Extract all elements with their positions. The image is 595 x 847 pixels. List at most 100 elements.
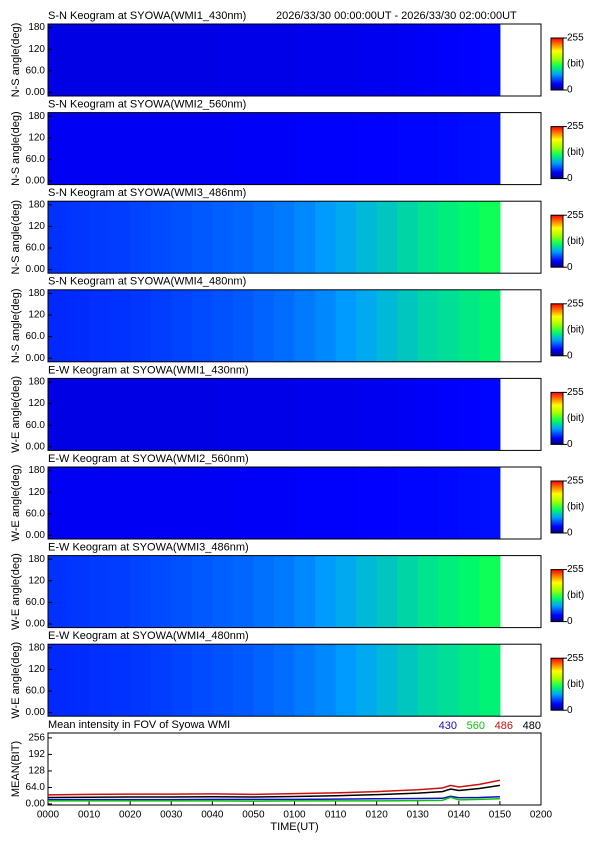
y-tick-label: 60.0 bbox=[26, 154, 46, 165]
heat-cell bbox=[315, 555, 337, 628]
heat-cell bbox=[171, 555, 193, 628]
heat-cell bbox=[130, 467, 152, 539]
panel-title: S-N Keogram at SYOWA(WMI3_486nm) bbox=[48, 187, 246, 199]
heat-cell bbox=[109, 112, 131, 185]
heat-cell bbox=[68, 644, 90, 717]
heat-cell bbox=[253, 378, 275, 451]
heat-cell bbox=[171, 378, 193, 451]
colorbar-label: (bit) bbox=[567, 59, 584, 70]
heat-cell bbox=[479, 24, 501, 96]
heat-cell bbox=[417, 112, 439, 185]
heat-cell bbox=[273, 555, 295, 628]
heat-cell bbox=[130, 201, 152, 274]
heat-cell bbox=[294, 289, 316, 362]
legend-entry: 560 bbox=[467, 720, 485, 732]
y-tick-label: 0.00 bbox=[26, 799, 46, 810]
heat-cell bbox=[232, 201, 254, 274]
heat-cell bbox=[171, 289, 193, 362]
colorbar bbox=[550, 37, 564, 91]
heat-cell bbox=[458, 555, 480, 628]
y-tick-label: 60.0 bbox=[26, 686, 46, 697]
y-tick-label: 180 bbox=[28, 199, 45, 210]
heat-cell bbox=[253, 555, 275, 628]
y-tick-label: 180 bbox=[28, 465, 45, 476]
heat-cell bbox=[376, 467, 398, 539]
heat-cell bbox=[171, 644, 193, 717]
heat-cell bbox=[356, 378, 378, 451]
heat-cell bbox=[48, 201, 70, 274]
y-tick-label: 180 bbox=[28, 288, 45, 299]
heat-cell bbox=[150, 644, 172, 717]
heat-cell bbox=[48, 378, 70, 451]
x-axis-label: TIME(UT) bbox=[270, 821, 318, 833]
heat-cell bbox=[294, 555, 316, 628]
heat-cell bbox=[191, 289, 213, 362]
heat-cell bbox=[294, 24, 316, 96]
heat-cell bbox=[335, 644, 357, 717]
heat-cell bbox=[356, 112, 378, 185]
heat-cell bbox=[130, 378, 152, 451]
heat-cell bbox=[89, 467, 111, 539]
series-line bbox=[48, 795, 500, 801]
plot-frame bbox=[47, 466, 542, 540]
x-tick-label: 0010 bbox=[78, 810, 101, 821]
heat-cell bbox=[89, 644, 111, 717]
y-tick-label: 128 bbox=[28, 766, 45, 777]
colorbar-tick-label: 0 bbox=[567, 173, 573, 184]
panel-title: S-N Keogram at SYOWA(WMI2_560nm) bbox=[48, 99, 246, 111]
heat-cell bbox=[89, 201, 111, 274]
heat-cell bbox=[212, 24, 234, 96]
heat-cell bbox=[212, 467, 234, 539]
heat-cell bbox=[376, 644, 398, 717]
y-axis-label: W-E angle(deg) bbox=[10, 376, 22, 453]
panel-title: E-W Keogram at SYOWA(WMI1_430nm) bbox=[48, 364, 249, 376]
heat-cell bbox=[130, 644, 152, 717]
heat-cell bbox=[438, 378, 460, 451]
colorbar-tick-label: 0 bbox=[567, 705, 573, 716]
colorbar-tick-label: 0 bbox=[567, 350, 573, 361]
heat-cell bbox=[68, 378, 90, 451]
heat-cell bbox=[191, 467, 213, 539]
x-tick-label: 0140 bbox=[448, 810, 471, 821]
colorbar-label: (bit) bbox=[567, 679, 584, 690]
heat-cell bbox=[335, 378, 357, 451]
panel-title: E-W Keogram at SYOWA(WMI4_480nm) bbox=[48, 630, 249, 642]
heat-cell bbox=[89, 289, 111, 362]
x-tick-label: 0100 bbox=[283, 810, 306, 821]
heat-cell bbox=[253, 112, 275, 185]
y-axis-label: N-S angle(deg) bbox=[10, 200, 22, 275]
heat-cell bbox=[171, 201, 193, 274]
x-tick-label: 0130 bbox=[407, 810, 430, 821]
heat-cell bbox=[273, 467, 295, 539]
heat-cell bbox=[232, 555, 254, 628]
y-axis-label: W-E angle(deg) bbox=[10, 553, 22, 630]
heat-cell bbox=[273, 24, 295, 96]
heat-cell bbox=[150, 467, 172, 539]
y-tick-label: 60.0 bbox=[26, 331, 46, 342]
heat-cell bbox=[479, 289, 501, 362]
heat-cell bbox=[315, 112, 337, 185]
y-tick-label: 0.00 bbox=[26, 707, 46, 718]
colorbar bbox=[550, 569, 564, 623]
y-tick-label: 64.0 bbox=[26, 782, 46, 793]
heat-cell bbox=[397, 112, 419, 185]
heat-cell bbox=[109, 378, 131, 451]
y-tick-label: 180 bbox=[28, 554, 45, 565]
heat-cell bbox=[191, 24, 213, 96]
heat-cell bbox=[232, 378, 254, 451]
heat-cell bbox=[232, 467, 254, 539]
heat-cell bbox=[438, 201, 460, 274]
heat-cell bbox=[212, 644, 234, 717]
y-tick-label: 120 bbox=[28, 664, 45, 675]
plot-frame bbox=[47, 643, 542, 717]
x-tick-label: 0050 bbox=[242, 810, 265, 821]
colorbar bbox=[550, 214, 564, 268]
colorbar bbox=[550, 126, 564, 180]
y-tick-label: 0.00 bbox=[26, 441, 46, 452]
heat-cell bbox=[253, 24, 275, 96]
heat-cell bbox=[191, 555, 213, 628]
y-tick-label: 120 bbox=[28, 44, 45, 55]
heat-cell bbox=[130, 555, 152, 628]
heat-cell bbox=[335, 201, 357, 274]
